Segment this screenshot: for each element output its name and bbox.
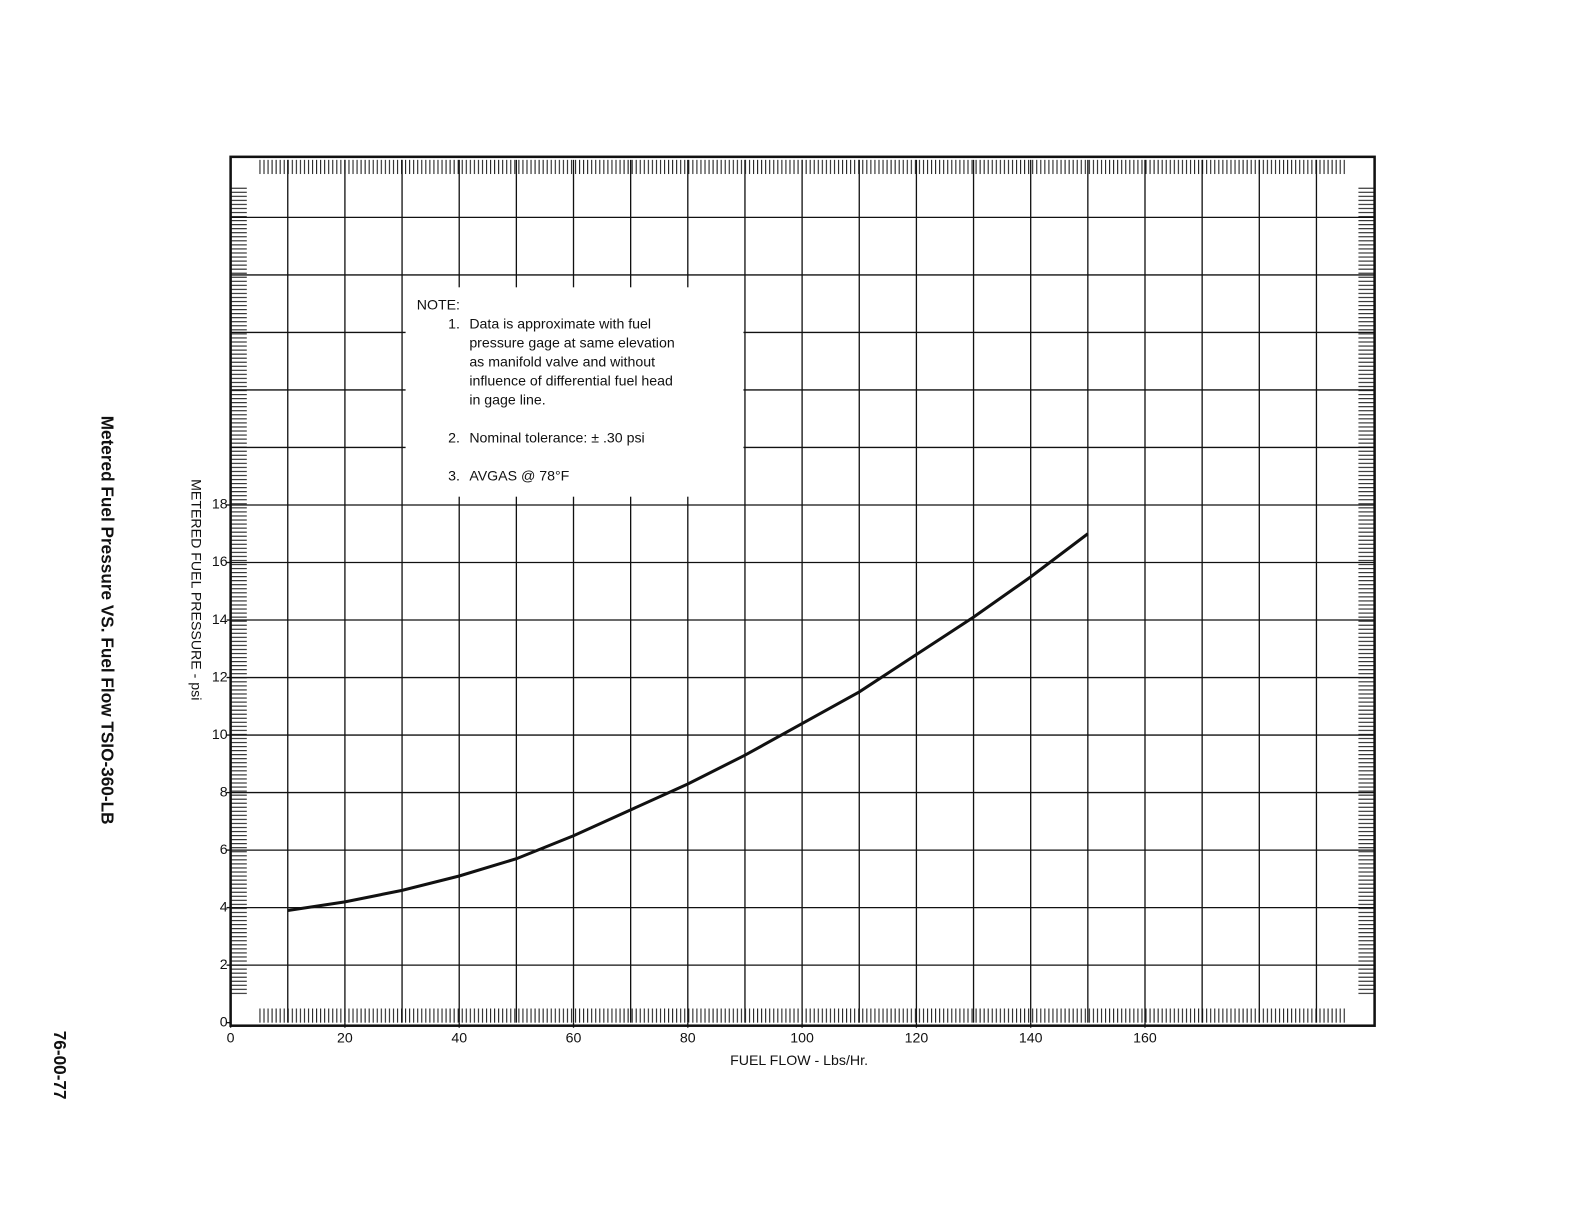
ruler-right [1358,185,1374,997]
x-axis-label: FUEL FLOW - Lbs/Hr. [730,1053,868,1069]
x-tick-label: 120 [905,1031,929,1047]
note-box [405,287,744,497]
x-tick-label: 0 [227,1031,235,1047]
note-line: in gage line. [469,393,545,409]
note-line: AVGAS @ 78°F [469,469,569,485]
chart-title: Metered Fuel Pressure VS. Fuel Flow TSIO… [98,416,118,825]
x-tick-label: 140 [1019,1031,1043,1047]
y-tick-label: 16 [212,554,228,570]
note-number: 1. [448,316,460,332]
y-tick-label: 10 [212,727,228,743]
note-heading: NOTE: [417,297,460,313]
note-line: Data is approximate with fuel [469,316,651,332]
page-number: 76-00-77 [50,1031,70,1100]
note-line: pressure gage at same elevation [469,335,674,351]
note-line: influence of differential fuel head [469,374,673,390]
y-tick-label: 14 [212,612,228,628]
y-tick-label: 18 [212,497,228,513]
x-tick-label: 40 [451,1031,467,1047]
note-line: as manifold valve and without [469,355,655,371]
y-tick-label: 6 [220,842,228,858]
x-tick-label: 60 [566,1031,582,1047]
y-tick-label: 0 [220,1014,228,1030]
x-tick-label: 80 [680,1031,696,1047]
y-tick-label: 12 [212,669,228,685]
note-number: 3. [448,469,460,485]
note: NOTE: 1. Data is approximate with fuel pres… [417,297,675,484]
note-number: 2. [448,431,460,447]
ruler-left [230,185,247,997]
y-tick-label: 2 [220,957,228,973]
y-tick-label: 4 [220,899,228,915]
x-tick-label: 20 [337,1031,353,1047]
x-tick-label: 100 [790,1031,814,1047]
grid [230,159,1374,1023]
note-line: Nominal tolerance: ± .30 psi [469,431,644,447]
ruler-bottom [257,1008,1348,1023]
curve [287,532,1089,912]
y-tick-label: 8 [220,784,228,800]
ruler-top [257,159,1348,175]
y-axis-label: METERED FUEL PRESSURE - psi [187,479,203,700]
x-tick-label: 160 [1133,1031,1157,1047]
